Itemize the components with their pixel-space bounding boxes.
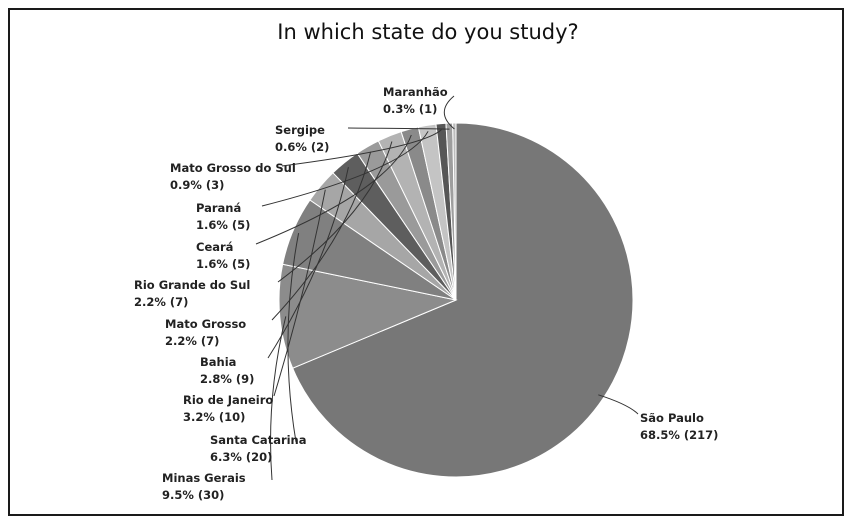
leader-line-santa-catarina — [287, 233, 300, 443]
slice-label-maranhao: Maranhão — [383, 85, 448, 99]
slice-value-sao-paulo: 68.5% (217) — [640, 428, 718, 442]
slice-value-mato-grosso-do-sul: 0.9% (3) — [170, 178, 224, 192]
leader-line-mato-grosso — [271, 151, 372, 321]
slice-label-sao-paulo: São Paulo — [640, 411, 704, 425]
leader-line-ceara — [255, 134, 412, 245]
slice-value-bahia: 2.8% (9) — [200, 372, 254, 386]
pie-slice-maranhao — [452, 122, 457, 301]
leader-line-sergipe — [347, 127, 450, 130]
pie-slice-sao-paulo — [292, 122, 634, 478]
leader-line-rio-grande-do-sul — [277, 141, 393, 283]
slice-value-sergipe: 0.6% (2) — [275, 140, 329, 154]
slice-value-rio-grande-do-sul: 2.2% (7) — [134, 295, 188, 309]
leader-line-maranhao — [443, 95, 455, 130]
leader-line-mato-grosso-do-sul — [281, 129, 442, 167]
slice-value-mato-grosso: 2.2% (7) — [165, 334, 219, 348]
slice-label-parana: Paraná — [196, 201, 241, 215]
pie-chart: São Paulo 68.5% (217) Minas Gerais 9.5% (30… — [134, 85, 718, 502]
slice-value-ceara: 1.6% (5) — [196, 257, 250, 271]
slice-value-santa-catarina: 6.3% (20) — [210, 450, 272, 464]
slice-label-sergipe: Sergipe — [275, 123, 325, 137]
pie-slice-minas-gerais — [278, 263, 458, 369]
chart-frame: In which state do you study? São Paulo 68… — [8, 8, 844, 516]
slice-label-minas-gerais: Minas Gerais — [162, 471, 246, 485]
leader-line-sao-paulo — [598, 394, 639, 415]
slice-label-mato-grosso: Mato Grosso — [165, 317, 246, 331]
slice-label-rio-grande-do-sul: Rio Grande do Sul — [134, 278, 250, 292]
slice-label-ceara: Ceará — [196, 240, 233, 254]
slice-value-minas-gerais: 9.5% (30) — [162, 488, 224, 502]
slice-value-maranhao: 0.3% (1) — [383, 102, 437, 116]
slice-label-rio-de-janeiro: Rio de Janeiro — [183, 393, 273, 407]
slice-value-parana: 1.6% (5) — [196, 218, 250, 232]
slice-value-rio-de-janeiro: 3.2% (10) — [183, 410, 245, 424]
slice-label-mato-grosso-do-sul: Mato Grosso do Sul — [170, 161, 296, 175]
slice-label-santa-catarina: Santa Catarina — [210, 433, 307, 447]
slice-label-bahia: Bahia — [200, 355, 236, 369]
chart-title: In which state do you study? — [277, 20, 579, 44]
leader-line-parana — [261, 131, 429, 207]
